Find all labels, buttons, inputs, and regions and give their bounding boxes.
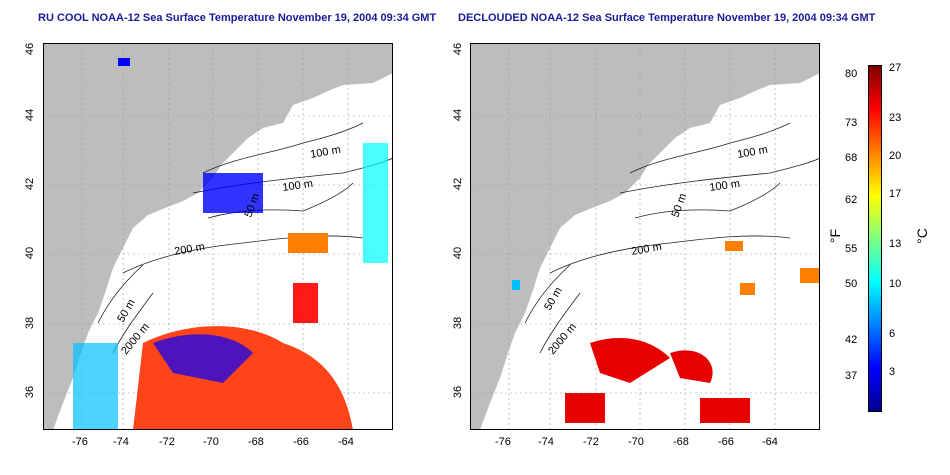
x-tick: -76 [72,436,88,448]
colorbar-c-tick: 13 [889,238,902,250]
y-tick: 36 [24,385,37,399]
colorbar-f-tick: 62 [845,194,858,206]
celsius-unit: °C [913,228,930,244]
x-tick: -70 [628,436,644,448]
land-mass [470,43,820,430]
contour-label: 100 m [736,144,768,161]
colorbar-f-tick: 50 [845,278,858,290]
colorbar-c-tick: 23 [889,112,902,124]
contour-label: 100 m [709,178,741,194]
x-tick: -72 [583,436,599,448]
colorbar [868,65,882,412]
y-tick: 38 [24,316,37,330]
x-tick: -68 [673,436,689,448]
colorbar-c-tick: 10 [889,278,902,290]
contour-label: 200 m [173,241,205,258]
fahrenheit-unit: °F [827,228,844,244]
y-tick: 40 [452,246,465,260]
colorbar-c-tick: 17 [889,188,902,200]
x-tick: -64 [762,436,778,448]
colorbar-f-tick: 37 [845,370,858,382]
contour-label: 100 m [282,178,314,194]
x-tick: -72 [159,436,175,448]
x-tick: -74 [113,436,129,448]
x-tick: -64 [338,436,354,448]
colorbar-c-tick: 6 [889,328,896,340]
colorbar-f-tick: 55 [845,243,858,255]
y-tick: 46 [452,42,465,56]
x-tick: -70 [203,436,219,448]
left-map-title: RU COOL NOAA-12 Sea Surface Temperature … [38,12,437,24]
x-tick: -74 [538,436,554,448]
y-tick: 44 [452,108,465,122]
y-tick: 42 [24,177,37,191]
left-map: 100 m 100 m 50 m 200 m 50 m 2000 m [43,43,393,430]
x-tick: -76 [495,436,511,448]
land-mass [43,43,393,430]
contour-label: 200 m [630,241,662,258]
colorbar-c-tick: 3 [889,366,896,378]
y-tick: 36 [452,385,465,399]
x-tick: -66 [718,436,734,448]
colorbar-f-tick: 42 [845,334,858,346]
colorbar-f-tick: 80 [845,68,858,80]
right-map: 100 m 100 m 50 m 200 m 50 m 2000 m [470,43,820,430]
x-tick: -66 [293,436,309,448]
colorbar-f-tick: 73 [845,117,858,129]
x-tick: -68 [248,436,264,448]
y-tick: 44 [24,108,37,122]
y-tick: 46 [24,42,37,56]
colorbar-c-tick: 20 [889,150,902,162]
contour-label: 100 m [309,144,341,161]
y-tick: 42 [452,177,465,191]
y-tick: 40 [24,246,37,260]
colorbar-c-tick: 27 [889,62,902,74]
y-tick: 38 [452,316,465,330]
right-map-title: DECLOUDED NOAA-12 Sea Surface Temperatur… [458,12,876,24]
colorbar-f-tick: 68 [845,152,858,164]
